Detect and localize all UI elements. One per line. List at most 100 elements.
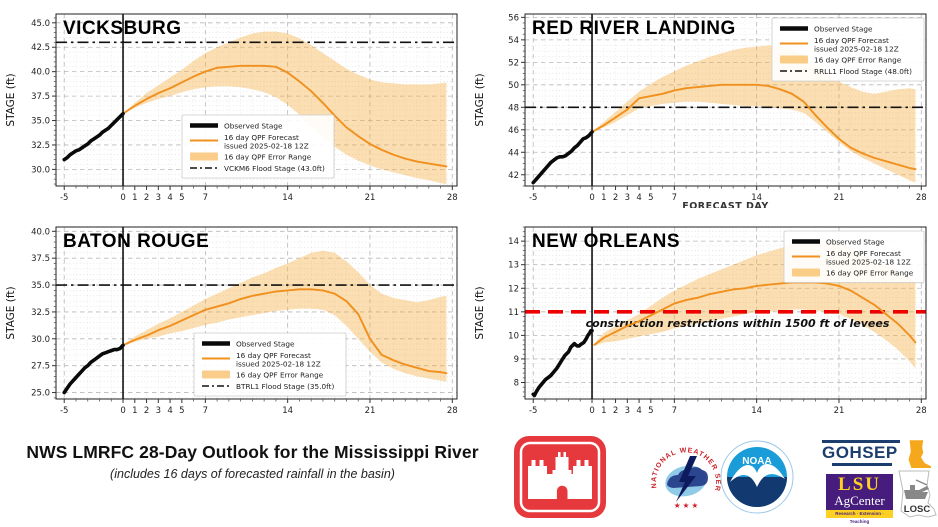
legend-label: Observed Stage [224, 122, 283, 131]
xtick-label: 1 [601, 193, 606, 203]
legend-band-swatch [792, 268, 820, 277]
station-title: VICKSBURG [63, 18, 182, 39]
chart-baton-rouge: -5 0 1 2 3 4 5 7 14 21 28 25.0 27.5 30.0 32.5 35.0 37.5 4… [0, 213, 469, 426]
legend-band-swatch [780, 55, 808, 64]
xtick-label: 7 [672, 193, 677, 203]
footer-text: NWS LMRFC 28-Day Outlook for the Mississ… [0, 442, 505, 481]
ytick-label: 13 [508, 261, 519, 271]
xtick-label: 7 [203, 193, 208, 203]
ytick-label: 54 [508, 36, 519, 46]
new-orleans-chart: construction restrictions within 1500 ft… [474, 226, 927, 416]
ytick-label: 45.0 [31, 19, 50, 29]
xtick-label: 7 [203, 406, 208, 416]
error-range-band [123, 31, 447, 185]
legend-label: 16 day QPF Forecast [236, 351, 311, 360]
xtick-label: 1 [132, 406, 137, 416]
xtick-label: 5 [648, 406, 653, 416]
legend: Observed Stage 16 day QPF Forecastissued … [181, 114, 335, 179]
ytick-label: 48 [508, 103, 519, 113]
legend-label: 16 day QPF Forecast [826, 249, 901, 258]
gohsep-wordmark: GOHSEP [822, 443, 898, 462]
forecast-line [122, 288, 448, 375]
observed-line [531, 328, 594, 398]
xtick-label: 3 [625, 193, 630, 203]
ytick-label: 35.0 [31, 281, 50, 291]
xtick-label: 28 [447, 406, 458, 416]
xaxis-label-clipped: FORECAST DAY [525, 202, 926, 208]
axis-ticks: -5 0 1 2 3 4 5 7 14 21 28 30.0 32.5 35.0 37.5 40.0 42.5 4… [31, 17, 458, 203]
xtick-label: 5 [179, 406, 184, 416]
y-axis-label: STAGE (ft) [5, 286, 17, 339]
y-axis-label: STAGE (ft) [474, 73, 486, 126]
forecast-line [122, 64, 448, 168]
xtick-label: 1 [132, 193, 137, 203]
xtick-label: 0 [589, 406, 594, 416]
observed-line [62, 343, 125, 395]
legend-label: 16 day QPF Error Range [224, 153, 312, 162]
ytick-label: 40.0 [31, 68, 50, 78]
y-axis-label: STAGE (ft) [474, 286, 486, 339]
ytick-label: 52 [508, 58, 519, 68]
legend-label: Observed Stage [814, 25, 873, 34]
xtick-label: 28 [916, 406, 927, 416]
legend-label: issued 2025-02-18 12Z [814, 45, 899, 54]
ytick-label: 37.5 [31, 254, 50, 264]
xtick-label: 28 [916, 193, 927, 203]
legend-label: 16 day QPF Error Range [236, 371, 324, 380]
legend: Observed Stage 16 day QPF Forecastissued … [783, 230, 925, 283]
figure-title: NWS LMRFC 28-Day Outlook for the Mississ… [26, 442, 479, 462]
xtick-label: 2 [144, 193, 149, 203]
ytick-label: 32.5 [31, 308, 50, 318]
station-title: NEW ORLEANS [532, 231, 680, 252]
forecast-line [591, 83, 917, 171]
xtick-label: -5 [529, 193, 537, 203]
ytick-label: 37.5 [31, 92, 50, 102]
losc-logo: LOSC [896, 468, 938, 518]
legend-band-swatch [190, 152, 218, 161]
legend-label: RRLL1 Flood Stage (48.0ft) [814, 67, 912, 76]
xtick-label: 4 [167, 406, 172, 416]
ytick-label: 8 [514, 379, 519, 389]
xtick-label: 14 [282, 406, 293, 416]
noaa-wordmark: NOAA [742, 456, 771, 467]
station-title: RED RIVER LANDING [532, 18, 736, 39]
xtick-label: 5 [648, 193, 653, 203]
legend-label: 16 day QPF Error Range [814, 56, 902, 65]
ytick-label: 11 [508, 308, 519, 318]
xtick-label: 3 [625, 406, 630, 416]
legend-label: issued 2025-02-18 12Z [224, 142, 309, 151]
legend-label: 16 day QPF Forecast [814, 36, 889, 45]
xtick-label: 2 [144, 406, 149, 416]
ytick-label: 56 [508, 13, 519, 23]
xtick-label: -5 [60, 193, 68, 203]
nws-logo-icon: NATIONAL WEATHER SERVICE ★ ★ ★ [649, 440, 722, 513]
xtick-label: 4 [636, 406, 641, 416]
ytick-label: 50 [508, 81, 519, 91]
nws-stars-icon: ★ ★ ★ [674, 501, 699, 510]
legend-label: Observed Stage [236, 340, 295, 349]
legend-box [771, 17, 925, 82]
louisiana-shape-icon [908, 440, 932, 472]
xtick-label: 14 [282, 193, 293, 203]
agcenter-wordmark: AgCenter [834, 493, 885, 508]
ytick-label: 32.5 [31, 141, 50, 151]
legend-box [193, 332, 347, 397]
error-range-band [123, 250, 447, 382]
legend-label: VCKM6 Flood Stage (43.0ft) [224, 164, 325, 173]
xtick-label: 21 [365, 406, 376, 416]
restriction-label: construction restrictions within 1500 ft… [586, 317, 890, 330]
ytick-label: 44 [508, 148, 519, 158]
plot-border [55, 13, 458, 187]
ytick-label: 27.5 [31, 362, 50, 372]
losc-wordmark: LOSC [904, 504, 931, 515]
xtick-label: 4 [636, 193, 641, 203]
xtick-label: 2 [613, 406, 618, 416]
ytick-label: 14 [508, 237, 519, 247]
red-river-landing-chart: -5 0 1 2 3 4 5 7 14 21 28 42 44 46 48 50 52 54 56 RED RIVER… [474, 13, 927, 203]
legend-label: 16 day QPF Error Range [826, 269, 914, 278]
observed-line [62, 111, 125, 162]
xtick-label: 21 [834, 193, 845, 203]
gohsep-fine-print-bar [822, 440, 900, 443]
